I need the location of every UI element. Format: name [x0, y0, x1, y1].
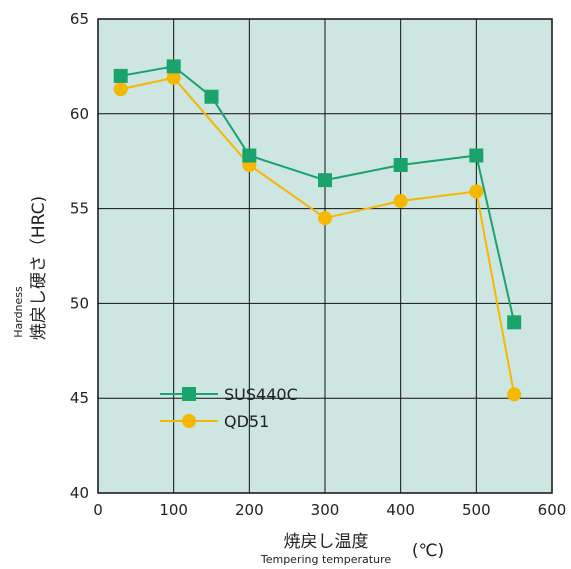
- data-point-square: [204, 89, 219, 104]
- y-axis-title: 焼戻し硬さ（HRC): [29, 196, 49, 340]
- x-tick-label: 300: [311, 501, 340, 519]
- x-tick-label: 400: [386, 501, 415, 519]
- y-axis-label: 焼戻し硬さ（HRC): [29, 196, 49, 340]
- data-point-circle: [507, 387, 522, 402]
- y-tick-label: 45: [70, 389, 89, 407]
- y-tick-label: 40: [70, 484, 89, 502]
- x-tick-label: 600: [538, 501, 567, 519]
- y-tick-label: 55: [70, 200, 89, 218]
- data-point-square: [507, 315, 522, 330]
- data-point-circle: [393, 194, 408, 209]
- data-point-square: [166, 59, 181, 74]
- data-point-square: [113, 68, 128, 83]
- x-tick-label: 0: [93, 501, 103, 519]
- data-point-circle: [166, 70, 181, 85]
- legend-label: SUS440C: [224, 385, 298, 404]
- data-point-circle: [318, 211, 332, 226]
- x-axis-unit: (℃): [412, 541, 444, 561]
- x-tick-labels: 0 100 200 300 400 500 600: [93, 501, 566, 519]
- legend-marker-circle: [182, 414, 196, 428]
- x-axis-label: 焼戻し温度: [284, 532, 369, 552]
- data-point-square: [469, 148, 484, 163]
- y-tick-label: 50: [70, 294, 89, 312]
- legend: SUS440C QD51: [160, 385, 298, 431]
- legend-item-sus440c: SUS440C: [160, 385, 298, 404]
- data-point-circle: [113, 82, 128, 97]
- y-axis-subtitle: Hardness: [12, 286, 25, 338]
- x-tick-label: 100: [159, 501, 188, 519]
- y-tick-labels: 40 45 50 55 60 65: [70, 10, 89, 502]
- data-point-square: [393, 157, 408, 172]
- series-qd51: [113, 70, 522, 402]
- data-point-square: [242, 148, 257, 163]
- legend-item-qd51: QD51: [160, 412, 269, 431]
- series-sus440c: [113, 59, 522, 330]
- x-tick-label: 200: [235, 501, 264, 519]
- y-tick-label: 65: [70, 10, 89, 28]
- y-tick-label: 60: [70, 105, 89, 123]
- data-series: [113, 59, 522, 402]
- plot-border: [97, 18, 553, 494]
- x-tick-label: 500: [462, 501, 491, 519]
- data-point-circle: [469, 184, 484, 199]
- y-axis-label-en: Hardness: [12, 286, 25, 338]
- legend-marker-square: [182, 387, 196, 401]
- legend-label: QD51: [224, 412, 269, 431]
- data-point-square: [318, 173, 332, 188]
- x-axis-label-en: Tempering temperature: [260, 553, 391, 566]
